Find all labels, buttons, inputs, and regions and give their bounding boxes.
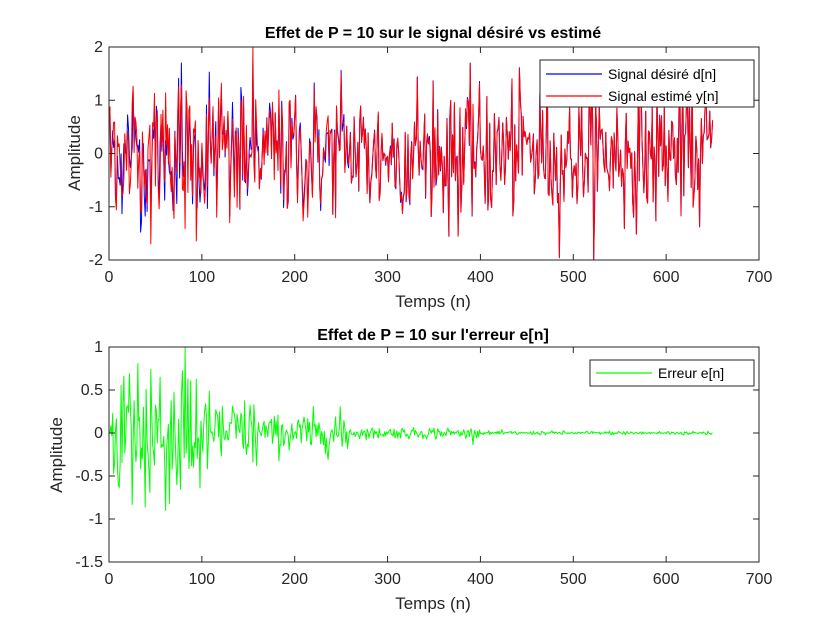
plot-error-xtick-label: 100 <box>189 571 216 588</box>
plot-signal-xtick-label: 400 <box>467 269 494 286</box>
plot-signal-xtick-label: 200 <box>281 269 308 286</box>
plot-error-xtick-label: 300 <box>374 571 401 588</box>
plot-signal-legend: Signal désiré d[n] Signal estimé y[n] <box>539 59 755 108</box>
series-estimated-line <box>109 46 714 261</box>
legend-label-error: Erreur e[n] <box>658 365 724 381</box>
plot-signal-legend-box <box>539 59 755 108</box>
plot-error-ytick-label: 0 <box>94 425 103 442</box>
plot-signal-xtick-label: 500 <box>560 269 587 286</box>
legend-label-desired: Signal désiré d[n] <box>608 66 716 82</box>
plot-signal-xtick-label: 0 <box>105 269 114 286</box>
plot-error-ytick-label: -1 <box>89 511 103 528</box>
plot-error-ylabel: Amplitude <box>47 417 66 493</box>
plot-error-xlabel: Temps (n) <box>395 594 471 613</box>
series-error-line <box>109 346 713 511</box>
plot-error-xtick-label: 200 <box>281 571 308 588</box>
plot-error-xtick-label: 600 <box>653 571 680 588</box>
legend-label-estimated: Signal estimé y[n] <box>608 88 719 104</box>
plot-signal-ytick-label: 1 <box>94 92 103 109</box>
plot-signal-xtick-label: 600 <box>653 269 680 286</box>
plot-signal-ticks: 0 100 200 300 400 500 600 700 -2 -1 0 1 2 <box>89 39 773 286</box>
plot-error-xtick-label: 400 <box>467 571 494 588</box>
plot-signal-series-group <box>109 46 714 261</box>
plot-error-xtick-label: 700 <box>746 571 773 588</box>
plot-signal-xtick-label: 100 <box>189 269 216 286</box>
plot-error-title: Effet de P = 10 sur l'erreur e[n] <box>317 327 549 344</box>
plot-error: Effet de P = 10 sur l'erreur e[n] 0 100 20… <box>47 327 772 613</box>
plot-signal: Effet de P = 10 sur le signal désiré vs … <box>65 25 772 311</box>
plot-error-xtick-label: 0 <box>105 571 114 588</box>
plot-error-ytick-label: -1.5 <box>75 554 103 571</box>
plot-signal-ylabel: Amplitude <box>65 115 84 191</box>
plot-signal-xtick-label: 700 <box>746 269 773 286</box>
plot-signal-ytick-label: 0 <box>94 146 103 163</box>
plot-signal-ytick-label: 2 <box>94 39 103 56</box>
plot-error-xtick-label: 500 <box>560 571 587 588</box>
plot-signal-title: Effet de P = 10 sur le signal désiré vs … <box>265 25 601 42</box>
plot-signal-xtick-label: 300 <box>374 269 401 286</box>
plot-error-ytick-label: -0.5 <box>75 468 103 485</box>
plot-signal-ytick-label: -1 <box>89 199 103 216</box>
plot-error-frame <box>108 346 760 563</box>
plot-error-ytick-label: 1 <box>94 339 103 356</box>
plot-signal-ytick-label: -2 <box>89 252 103 269</box>
plot-signal-xlabel: Temps (n) <box>395 292 471 311</box>
plot-error-legend: Erreur e[n] <box>589 359 755 387</box>
plot-error-ytick-label: 0.5 <box>81 382 103 399</box>
plot-error-ticks: 0 100 200 300 400 500 600 700 -1.5 -1 -0.5 0 0.5 1 <box>75 339 772 588</box>
plot-error-series-group <box>109 346 713 511</box>
